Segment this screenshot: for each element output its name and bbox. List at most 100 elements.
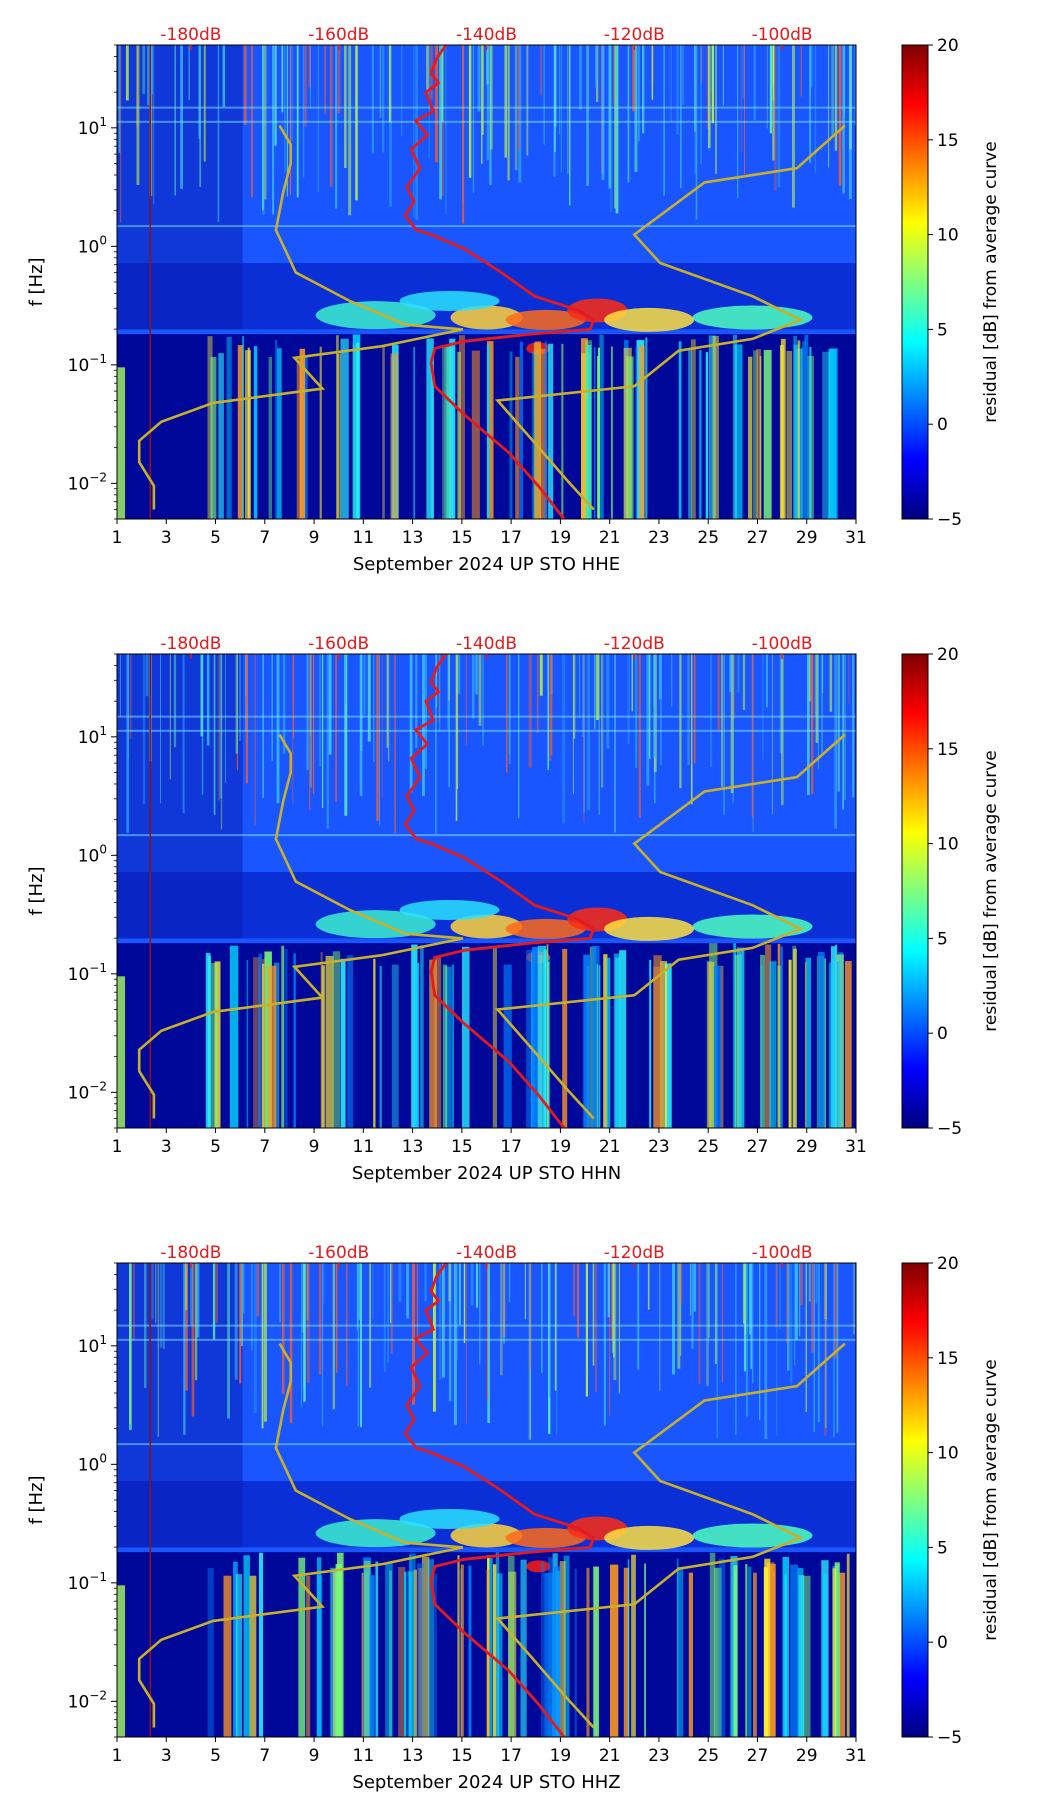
heatmap-hf-streak [412,1263,415,1405]
heatmap-hf-streak [612,1263,614,1353]
heatmap-microseism-blob [604,1525,695,1550]
heatmap-hf-streak [603,1263,606,1426]
heatmap-hf-streak [312,654,315,795]
heatmap-hf-streak [608,45,612,189]
heatmap-hf-streak [601,45,605,180]
psd-curve-line [403,1263,596,1737]
heatmap-event-column [452,964,454,1128]
heatmap [117,45,856,519]
heatmap-event-column [581,353,590,519]
heatmap-hf-streak [723,654,725,815]
heatmap-hf-streak [406,1263,409,1319]
heatmap-hf-streak [120,654,121,718]
heatmap-hf-streak [386,654,388,748]
x-tick-label: 29 [796,1746,818,1766]
heatmap-hf-streak [239,1263,242,1384]
db-tick-label: -160dB [308,1243,369,1263]
noise-model-low-line [137,1342,464,1728]
heatmap-hf-streak [481,45,483,164]
heatmap-hf-streak [468,45,472,178]
heatmap-event-column [822,1573,826,1737]
heatmap-hf-streak [507,45,510,181]
heatmap-hf-streak [842,45,845,194]
x-tick-label: 17 [500,1137,522,1157]
heatmap-hf-streak [772,45,775,161]
colorbar-tick-label: 0 [937,1024,948,1044]
heatmap-hf-streak [569,45,571,206]
y-tick-label: 10−1 [68,961,107,985]
heatmap-hf-streak [371,45,374,154]
heatmap-hf-streak [145,654,149,697]
heatmap-hf-streak [359,654,363,797]
heatmap-hf-streak [824,1263,827,1320]
colorbar [901,44,929,520]
heatmap-hf-streak [554,1263,557,1391]
heatmap-event-column [784,1574,787,1737]
heatmap-hf-streak [829,654,833,712]
heatmap-microseism-blob [315,1519,436,1548]
heatmap-hf-streak [506,654,508,773]
heatmap-hf-streak [240,1263,243,1347]
heatmap-event-column [770,1564,776,1737]
heatmap-hf-streak [345,1263,348,1386]
heatmap-hf-streak [293,654,295,739]
heatmap-event-column [519,341,523,519]
heatmap-event-column [548,1557,553,1737]
heatmap-event-column [375,1561,379,1737]
heatmap-hf-streak [794,1263,796,1366]
heatmap-event-column [838,952,844,1128]
heatmap-event-column [597,356,599,519]
heatmap-hf-streak [536,654,539,733]
heatmap-hf-streak [142,654,146,805]
heatmap-hf-streak [529,1263,531,1439]
heatmap-hf-streak [289,45,292,195]
heatmap-hf-streak [743,1263,747,1372]
heatmap-hf-streak [335,1263,338,1373]
x-tick-label: 9 [309,528,320,548]
heatmap-hf-streak [344,654,348,816]
colorbar-tick-label: 10 [937,226,959,246]
heatmap-event-column [562,948,568,1128]
heatmap-event-column [306,1575,311,1737]
x-tick-label: 21 [599,528,621,548]
heatmap-event-column [765,944,772,1128]
heatmap-hf-streak [306,654,309,771]
heatmap-hf-streak [465,654,468,745]
heatmap-hf-streak [833,1263,835,1438]
x-tick-label: 3 [161,528,172,548]
heatmap-hf-streak [416,1263,419,1339]
heatmap-hf-streak [147,45,150,106]
heatmap-hf-streak [582,654,585,737]
heatmap-event-column [678,341,682,519]
heatmap-hf-streak [185,1263,188,1311]
heatmap-event-column [246,959,249,1128]
heatmap-hf-streak [401,45,403,136]
heatmap-event-column [561,343,564,519]
heatmap-quiet-region [117,1263,243,1548]
x-tick-label: 11 [353,1137,375,1157]
heatmap-hf-streak [672,1263,675,1374]
heatmap-event-column [599,334,604,519]
heatmap-hf-streak [714,1263,717,1364]
heatmap-event-column [690,339,696,519]
colorbar-tick-label: 0 [937,415,948,435]
heatmap-hf-streak [733,654,735,719]
db-tick-label: -140dB [456,634,517,654]
heatmap-event-column [846,1553,850,1737]
heatmap-event-column [253,957,261,1128]
heatmap-event-column [593,1566,599,1737]
heatmap-hf-streak [583,654,585,823]
heatmap-hf-streak [779,1263,781,1330]
heatmap-hf-streak [242,1263,245,1314]
heatmap-hf-streak [594,654,596,730]
heatmap-hf-streak [638,654,641,818]
heatmap-hf-streak [741,45,742,152]
heatmap-event-column [531,947,539,1128]
heatmap-hf-streak [379,654,380,827]
heatmap-hf-streak [543,45,545,145]
heatmap-event-column [563,1555,570,1737]
heatmap-hf-streak [556,1263,558,1436]
heatmap-hf-streak [634,654,638,769]
heatmap-event-column [249,1575,257,1737]
